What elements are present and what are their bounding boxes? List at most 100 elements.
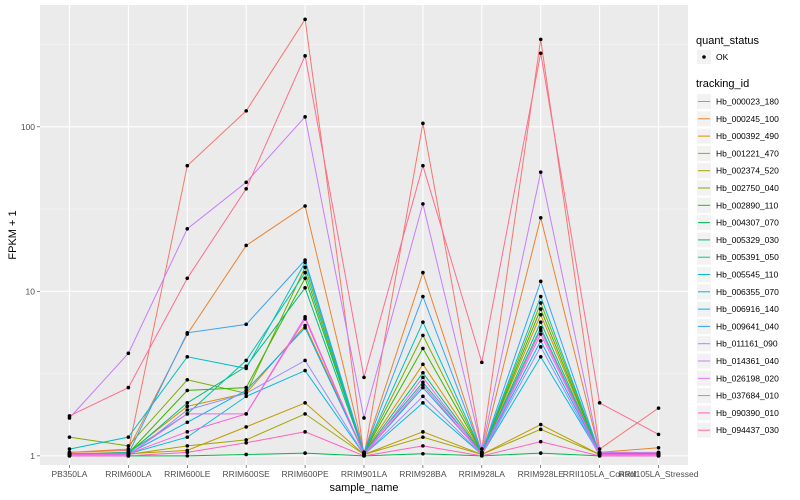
legend-label: Hb_005391_050 [716,252,779,262]
data-point-Hb_000392_490 [421,362,425,367]
data-point-Hb_011161_090 [185,408,190,412]
legend-label: Hb_002890_110 [716,200,779,210]
data-point-Hb_006355_070 [303,368,307,373]
data-point-Hb_002374_520 [538,427,543,432]
legend-label: Hb_090390_010 [716,408,779,418]
x-tick-label: RRIM600LA [105,469,152,479]
data-point-Hb_000245_100 [538,215,543,220]
legend-label: Hb_006355_070 [716,287,779,297]
data-point-Hb_002890_110 [244,385,248,390]
data-point-Hb_014361_040 [362,416,366,420]
data-point-Hb_009641_040 [244,322,248,327]
data-point-Hb_002750_040 [126,444,131,448]
data-point-Hb_002374_520 [421,435,425,439]
data-point-Hb_005391_050 [421,380,425,385]
legend-label: Hb_000245_100 [716,114,779,124]
data-point-Hb_002750_040 [538,301,543,305]
series-points [67,17,661,458]
data-point-Hb_002374_520 [185,444,190,448]
data-point-Hb_002750_040 [421,333,425,338]
data-point-Hb_011161_090 [421,394,425,399]
y-tick-label: 10 [26,286,36,296]
legend-label-ok: OK [716,52,729,62]
data-point-Hb_094437_030 [597,401,602,405]
data-point-Hb_000245_100 [244,243,248,248]
data-point-Hb_000023_180 [656,406,661,410]
legend-label: Hb_014361_040 [716,356,779,366]
legend-entries: Hb_000023_180 Hb_000245_100 Hb_000392_490 H… [697,94,779,438]
data-point-Hb_094437_030 [421,163,425,168]
legend-label: Hb_026198_020 [716,373,779,383]
data-point-Hb_094437_030 [656,432,661,437]
data-point-Hb_005545_110 [67,447,72,451]
data-point-Hb_000392_490 [538,313,543,317]
data-point-Hb_000245_100 [656,445,661,450]
data-point-Hb_000245_100 [303,204,307,208]
x-axis: PB350LA RRIM600LA RRIM600LE RRIM600SE RRIM60… [51,465,699,479]
x-tick-label: RRIM928BA [399,469,447,479]
data-point-Hb_090390_010 [67,454,72,458]
data-point-Hb_001221_470 [303,401,307,405]
data-point-Hb_014361_040 [126,351,131,356]
data-point-Hb_005545_110 [244,366,248,371]
data-point-Hb_009641_040 [421,294,425,299]
legend-label: Hb_002374_520 [716,166,779,176]
data-point-Hb_000023_180 [244,109,248,113]
x-tick-label: RRIM600LE [164,469,211,479]
data-point-Hb_006355_070 [185,435,190,439]
data-point-Hb_000023_180 [597,447,602,451]
data-point-Hb_006916_140 [185,420,190,425]
y-axis-title: FPKM + 1 [7,210,19,259]
data-point-Hb_004307_070 [538,451,543,455]
legend-label: Hb_000023_180 [716,97,779,107]
data-point-Hb_094437_030 [303,54,307,58]
y-axis: 1 10 100 [21,122,40,461]
data-point-Hb_014361_040 [480,447,484,451]
y-tick-label: 1 [30,451,35,461]
data-point-Hb_014361_040 [303,115,307,119]
data-point-Hb_002750_040 [185,377,190,382]
data-point-Hb_002374_520 [244,438,248,442]
data-point-Hb_006916_140 [421,385,425,390]
data-point-Hb_005545_110 [185,355,190,359]
data-point-Hb_094437_030 [480,360,484,365]
data-point-Hb_005545_110 [421,320,425,324]
x-tick-label: RRIM928LA [459,469,506,479]
data-point-Hb_090390_010 [656,454,661,458]
data-point-Hb_094437_030 [244,186,248,191]
data-point-Hb_004307_070 [244,452,248,457]
data-point-Hb_037684_010 [185,430,190,434]
data-point-Hb_011161_090 [538,345,543,349]
data-point-Hb_090390_010 [303,430,307,434]
data-point-Hb_005391_050 [244,358,248,363]
data-point-Hb_000245_100 [126,447,131,451]
data-point-Hb_001221_470 [244,425,248,429]
data-point-Hb_002890_110 [185,388,190,393]
data-point-Hb_014361_040 [538,170,543,174]
data-point-Hb_094437_030 [185,276,190,281]
legend-title-tracking-id: tracking_id [696,78,749,90]
data-point-Hb_090390_010 [126,454,131,458]
data-point-Hb_000245_100 [421,270,425,275]
x-axis-title: sample_name [329,482,398,494]
x-tick-label: RRII105LA_Stressed [619,469,699,479]
data-point-Hb_002890_110 [303,276,307,281]
data-point-Hb_006355_070 [244,394,248,399]
data-point-Hb_090390_010 [185,450,190,455]
data-point-Hb_002750_040 [67,435,72,439]
data-point-Hb_000392_490 [185,404,190,409]
data-point-Hb_005329_030 [185,401,190,405]
legend-label: Hb_006916_140 [716,304,779,314]
data-point-Hb_001221_470 [421,430,425,434]
legend-label: Hb_002750_040 [716,183,779,193]
data-point-Hb_094437_030 [67,414,72,418]
legend: quant_status OK tracking_id Hb_000023_18… [696,35,779,438]
data-point-Hb_005329_030 [421,370,425,375]
data-point-Hb_006916_140 [303,326,307,330]
data-point-Hb_014361_040 [421,202,425,206]
data-point-Hb_005545_110 [538,294,543,299]
data-point-Hb_014361_040 [185,226,190,231]
data-point-Hb_026198_020 [538,332,543,336]
legend-label: Hb_009641_040 [716,321,779,331]
